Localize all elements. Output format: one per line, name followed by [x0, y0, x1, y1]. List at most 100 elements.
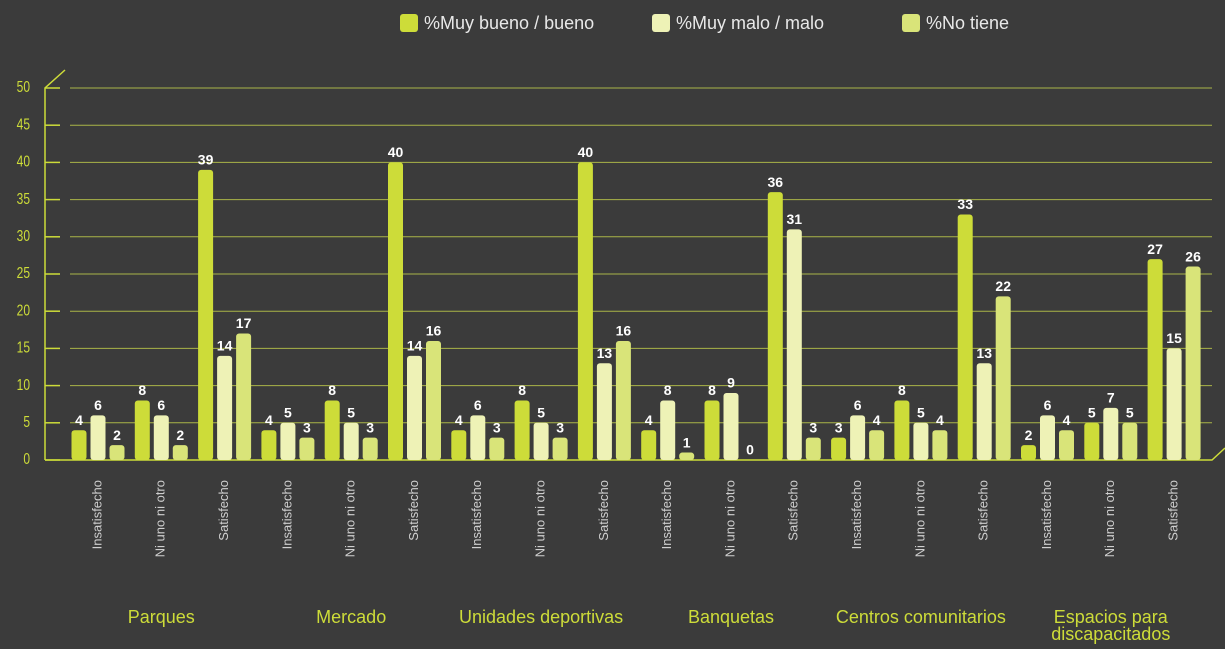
- bar: [786, 229, 802, 460]
- bar: [850, 415, 866, 460]
- bar: [407, 355, 422, 460]
- value-label: 8: [138, 382, 146, 398]
- bar: [767, 192, 783, 460]
- bar: [704, 400, 720, 460]
- value-label: 4: [645, 412, 653, 428]
- y-tick-label: 35: [17, 189, 30, 207]
- bar: [90, 415, 106, 460]
- x-tick-label: Ni uno ni otro: [722, 480, 737, 557]
- bar: [236, 333, 252, 460]
- y-tick-label: 10: [17, 375, 30, 393]
- bar: [660, 400, 676, 460]
- value-label: 16: [616, 323, 632, 339]
- bar: [957, 214, 973, 460]
- x-tick-label: Ni uno ni otro: [533, 480, 548, 557]
- bar: [1147, 259, 1163, 460]
- bar: [869, 430, 885, 460]
- value-label: 2: [1025, 427, 1033, 443]
- bar: [805, 437, 821, 460]
- value-label: 5: [284, 405, 292, 421]
- y-tick-label: 5: [23, 412, 30, 430]
- value-label: 8: [518, 382, 526, 398]
- value-label: 13: [976, 345, 992, 361]
- x-tick-label: Satisfecho: [406, 480, 421, 541]
- bar: [198, 169, 214, 460]
- bar: [489, 437, 505, 460]
- value-label: 4: [873, 412, 881, 428]
- bar: [577, 162, 593, 460]
- value-label: 2: [113, 427, 121, 443]
- bar: [913, 422, 929, 460]
- value-label: 6: [157, 397, 165, 413]
- y-tick-label: 15: [17, 338, 30, 356]
- value-label: 16: [426, 323, 442, 339]
- value-label: 14: [217, 338, 233, 354]
- bar: [343, 422, 359, 460]
- bar: [615, 340, 631, 460]
- value-label: 4: [265, 412, 273, 428]
- value-label: 22: [995, 278, 1011, 294]
- value-label: 8: [708, 382, 716, 398]
- value-label: 5: [1126, 405, 1134, 421]
- value-label: 27: [1147, 241, 1163, 257]
- x-tick-label: Ni uno ni otro: [1102, 480, 1117, 557]
- group-label: Banquetas: [687, 607, 775, 627]
- value-label: 5: [537, 405, 545, 421]
- legend-label: %No tiene: [926, 13, 1009, 33]
- y-tick-label: 25: [17, 264, 30, 282]
- bar: [552, 437, 568, 460]
- value-label: 8: [664, 382, 672, 398]
- value-label: 5: [1088, 405, 1096, 421]
- x-tick-label: Insatisfecho: [469, 480, 484, 549]
- x-tick-label: Insatisfecho: [849, 480, 864, 549]
- value-label: 4: [455, 412, 463, 428]
- group-label: Mercado: [316, 607, 387, 627]
- value-label: 8: [898, 382, 906, 398]
- bar: [426, 340, 441, 460]
- legend-swatch: [902, 14, 920, 32]
- value-label: 3: [809, 419, 817, 435]
- value-label: 0: [746, 442, 754, 458]
- x-tick-label: Ni uno ni otro: [912, 480, 927, 557]
- bar: [217, 355, 233, 460]
- value-label: 6: [474, 397, 482, 413]
- bar: [1122, 422, 1138, 460]
- bar: [932, 430, 948, 460]
- y-tick-label: 20: [17, 301, 30, 319]
- bar: [723, 393, 739, 460]
- value-label: 36: [768, 174, 784, 190]
- legend-label: %Muy bueno / bueno: [424, 13, 594, 33]
- value-label: 4: [75, 412, 83, 428]
- x-tick-label: Ni uno ni otro: [153, 480, 168, 557]
- value-label: 17: [236, 315, 252, 331]
- value-label: 15: [1166, 330, 1182, 346]
- bar: [641, 430, 657, 460]
- value-label: 6: [854, 397, 862, 413]
- bar: [1040, 415, 1055, 460]
- bar: [134, 400, 150, 460]
- bar: [1185, 266, 1201, 460]
- bar: [470, 415, 486, 460]
- y-axis: [44, 69, 66, 460]
- x-tick-label: Satisfecho: [1166, 480, 1181, 541]
- value-label: 33: [957, 196, 973, 212]
- value-label: 3: [556, 419, 564, 435]
- group-label: Espacios para discapacitados: [1051, 607, 1171, 644]
- value-label: 1: [683, 434, 691, 450]
- bar: [261, 430, 277, 460]
- x-tick-label: Satisfecho: [216, 480, 231, 541]
- x-tick-label: Insatisfecho: [279, 480, 294, 549]
- value-label: 3: [366, 419, 374, 435]
- bar: [153, 415, 169, 460]
- bar: [995, 296, 1011, 460]
- x-tick-label: Insatisfecho: [659, 480, 674, 549]
- bar: [109, 445, 125, 460]
- y-tick-label: 50: [17, 78, 30, 96]
- bar: [362, 437, 378, 460]
- bar: [1103, 407, 1119, 460]
- x-tick-label: Satisfecho: [596, 480, 611, 541]
- y-tick-label: 0: [23, 450, 30, 468]
- bar: [679, 452, 695, 460]
